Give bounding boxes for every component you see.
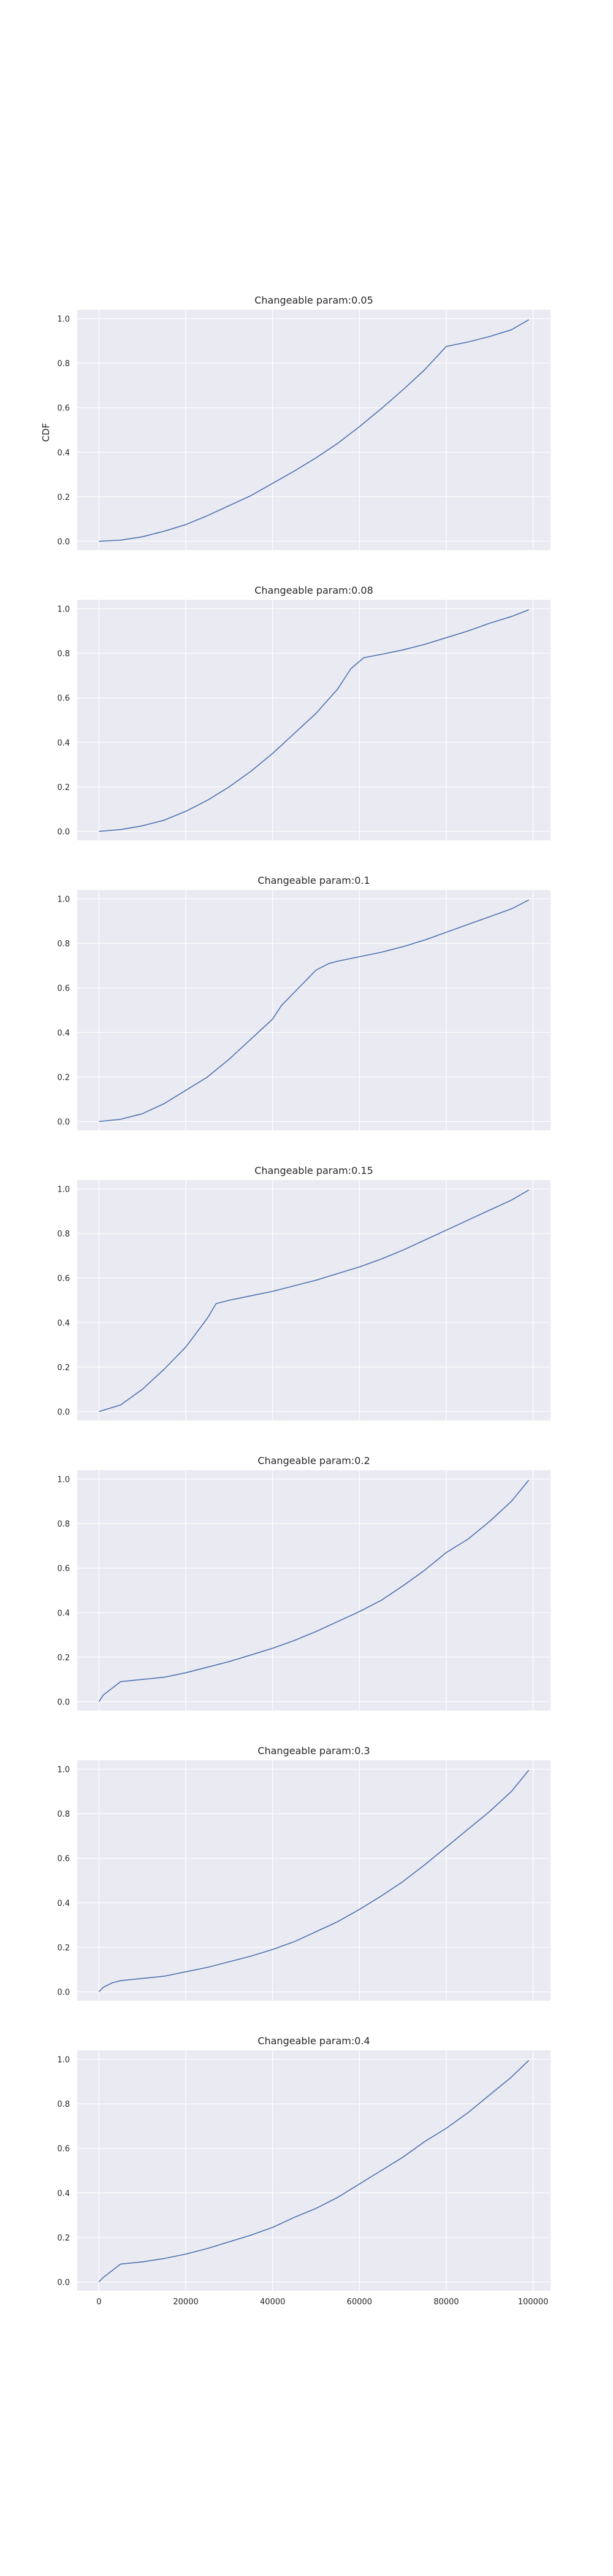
- y-tick-label: 0.2: [57, 2234, 70, 2243]
- y-axis-label: CDF: [40, 423, 51, 442]
- plot-background: [77, 2050, 550, 2291]
- x-tick-label: 0: [96, 2298, 101, 2307]
- subplot-5: 0.0 0.2 0.4 0.6 0.8 1.0 Changeable param:0.2: [57, 1455, 550, 1711]
- cdf-line: [99, 1189, 530, 1413]
- y-tick-label: 0.2: [57, 1363, 70, 1373]
- y-tick-label: 1.0: [57, 1766, 70, 1775]
- y-tick-label: 0.8: [57, 1520, 70, 1529]
- subplot-title: Changeable param:0.3: [257, 1745, 370, 1757]
- y-tick-label: 0.6: [57, 404, 70, 413]
- y-tick-label: 0.8: [57, 1810, 70, 1819]
- subplot-title: Changeable param:0.05: [254, 294, 373, 306]
- y-tick-label: 0.0: [57, 1698, 70, 1707]
- y-tick-label: 0.8: [57, 940, 70, 949]
- plot-background: [77, 1470, 550, 1711]
- subplot-title: Changeable param:0.08: [254, 585, 373, 596]
- y-tick-label: 0.2: [57, 1944, 70, 1953]
- cdf-line: [98, 1479, 530, 1702]
- y-tick-label: 0.2: [57, 1073, 70, 1083]
- y-tick-label: 0.6: [57, 1565, 70, 1574]
- cdf-line: [99, 899, 529, 1122]
- subplot-4: 0.0 0.2 0.4 0.6 0.8 1.0 Changeable param:0.15: [57, 1165, 550, 1420]
- y-tick-label: 0.8: [57, 359, 70, 369]
- plot-background: [77, 310, 550, 550]
- y-tick-label: 0.6: [57, 1275, 70, 1284]
- y-tick-label: 0.8: [57, 1230, 70, 1239]
- x-tick-label: 80000: [433, 2298, 459, 2307]
- y-tick-label: 0.0: [57, 1117, 70, 1127]
- x-tick-label: 100000: [518, 2298, 549, 2307]
- y-tick-label: 1.0: [57, 605, 70, 615]
- y-tick-label: 0.0: [57, 1988, 70, 1997]
- subplot-7: 0.0 0.2 0.4 0.6 0.8 1.0 0 20000 40000 60000 80000 1…: [57, 2035, 550, 2307]
- y-tick-label: 0.0: [57, 2278, 70, 2287]
- cdf-line: [99, 609, 529, 832]
- y-tick-label: 0.4: [57, 448, 70, 458]
- x-tick-label: 20000: [173, 2298, 198, 2307]
- y-tick-label: 1.0: [57, 315, 70, 324]
- y-tick-label: 0.6: [57, 1855, 70, 1864]
- y-tick-label: 0.6: [57, 694, 70, 703]
- subplot-title: Changeable param:0.4: [257, 2035, 370, 2047]
- plot-background: [77, 600, 550, 840]
- x-tick-label: 40000: [260, 2298, 285, 2307]
- y-tick-label: 0.4: [57, 2189, 70, 2198]
- subplot-6: 0.0 0.2 0.4 0.6 0.8 1.0 Changeable param:0.3: [57, 1745, 550, 2001]
- subplot-3: 0.0 0.2 0.4 0.6 0.8 1.0 Changeable param:0.1: [57, 875, 550, 1130]
- y-tick-label: 0.2: [57, 783, 70, 792]
- y-tick-label: 0.0: [57, 827, 70, 837]
- y-tick-label: 1.0: [57, 1476, 70, 1485]
- subplot-title: Changeable param:0.2: [257, 1455, 370, 1466]
- cdf-line: [98, 1769, 530, 1993]
- cdf-line: [99, 319, 530, 542]
- y-tick-label: 0.2: [57, 493, 70, 502]
- subplot-title: Changeable param:0.15: [254, 1165, 373, 1176]
- plot-background: [77, 1760, 550, 2001]
- y-tick-label: 1.0: [57, 895, 70, 905]
- plot-background: [77, 1180, 550, 1420]
- y-tick-label: 0.0: [57, 537, 70, 546]
- y-tick-label: 0.4: [57, 1899, 70, 1908]
- y-tick-label: 0.4: [57, 1029, 70, 1038]
- y-tick-label: 0.4: [57, 738, 70, 748]
- y-tick-label: 0.6: [57, 2145, 70, 2154]
- y-tick-label: 1.0: [57, 1186, 70, 1195]
- y-tick-label: 1.0: [57, 2056, 70, 2065]
- subplot-2: 0.0 0.2 0.4 0.6 0.8 1.0 Changeable param:0.08: [57, 585, 550, 840]
- y-tick-label: 0.0: [57, 1408, 70, 1417]
- subplot-1: 0.0 0.2 0.4 0.6 0.8 1.0 Changeable param:0.05 C…: [40, 294, 550, 550]
- y-tick-label: 0.8: [57, 2100, 70, 2109]
- y-tick-label: 0.4: [57, 1609, 70, 1618]
- y-tick-label: 0.8: [57, 650, 70, 659]
- subplot-title: Changeable param:0.1: [257, 875, 370, 886]
- y-tick-label: 0.4: [57, 1319, 70, 1328]
- y-tick-label: 0.6: [57, 984, 70, 994]
- y-tick-label: 0.2: [57, 1654, 70, 1663]
- plot-background: [77, 890, 550, 1130]
- cdf-line: [98, 2060, 530, 2283]
- x-tick-label: 60000: [347, 2298, 372, 2307]
